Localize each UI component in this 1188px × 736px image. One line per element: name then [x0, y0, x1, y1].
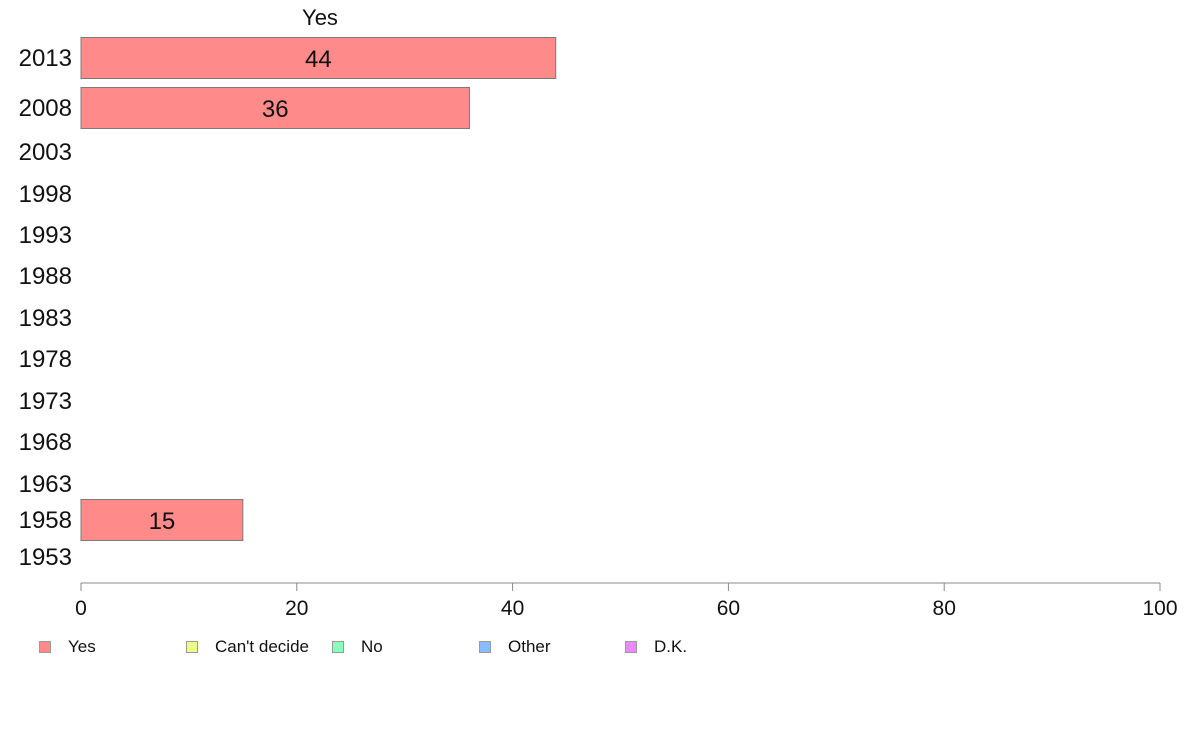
y-tick-label: 1968: [19, 429, 72, 456]
x-tick-label: 0: [75, 597, 87, 620]
y-tick-label: 1998: [19, 181, 72, 208]
legend-label-cant-decide: Can't decide: [215, 637, 309, 656]
legend-label-no: No: [361, 637, 383, 656]
y-tick-label: 2003: [19, 139, 72, 166]
bar: [80, 87, 470, 129]
legend-swatch-no: [332, 641, 344, 653]
bar-chart: Yes 44 36 15 2013 2008 2003 1998 1993 1988 1983 1…: [19, 5, 1178, 620]
y-tick-label: 2013: [19, 45, 72, 72]
legend-swatch-cant-decide: [186, 641, 198, 653]
legend-item-no: No: [332, 636, 383, 658]
legend-swatch-other: [479, 641, 491, 653]
bar-value-label: 15: [149, 508, 176, 535]
legend-item-dk: D.K.: [625, 636, 687, 658]
x-tick-label: 60: [717, 597, 740, 620]
legend-item-yes: Yes: [39, 636, 96, 658]
bar-value-label: 36: [262, 96, 289, 123]
y-tick-label: 1953: [19, 544, 72, 571]
y-tick-label: 1983: [19, 305, 72, 332]
y-tick-label: 1958: [19, 507, 72, 534]
x-tick-label: 40: [501, 597, 524, 620]
y-tick-label: 2008: [19, 95, 72, 122]
x-tick-label: 20: [285, 597, 308, 620]
y-tick-label: 1973: [19, 388, 72, 415]
y-tick-label: 1993: [19, 222, 72, 249]
legend-item-cant-decide: Can't decide: [186, 636, 309, 658]
legend-swatch-dk: [625, 641, 637, 653]
x-tick-label: 100: [1142, 597, 1177, 620]
y-tick-label: 1963: [19, 471, 72, 498]
bar-value-label: 44: [305, 46, 332, 73]
y-tick-label: 1978: [19, 346, 72, 373]
legend-label-yes: Yes: [68, 637, 96, 656]
legend-label-other: Other: [508, 637, 551, 656]
y-axis-labels: 2013 2008 2003 1998 1993 1988 1983 1978 1973 1968…: [19, 45, 72, 571]
bar: [80, 499, 244, 541]
chart-title: Yes: [302, 5, 338, 30]
x-axis: 0 20 40 60 80 100: [75, 582, 1178, 620]
bars-layer: 44 36 15: [80, 37, 557, 541]
bar: [80, 37, 557, 79]
x-tick-label: 80: [933, 597, 956, 620]
legend-swatch-yes: [39, 641, 51, 653]
legend-item-other: Other: [479, 636, 551, 658]
y-tick-label: 1988: [19, 263, 72, 290]
legend-label-dk: D.K.: [654, 637, 688, 656]
